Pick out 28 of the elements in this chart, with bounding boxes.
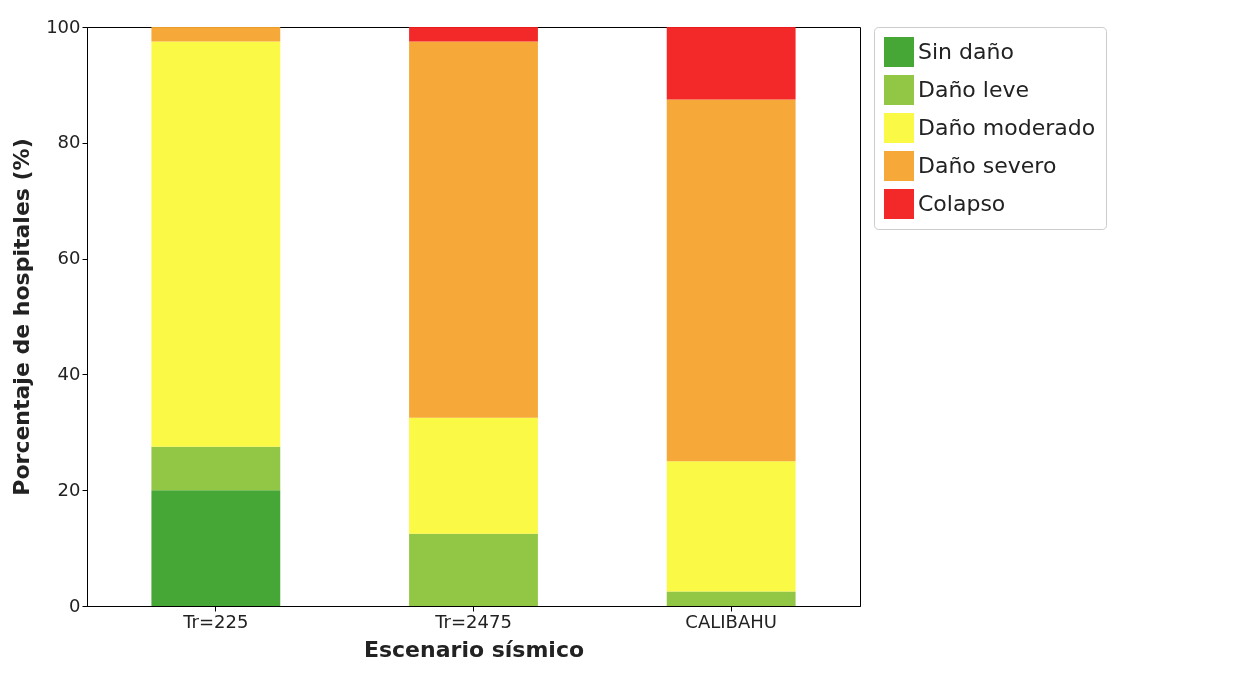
legend-label: Daño moderado [918,115,1096,140]
legend-label: Daño severo [918,153,1057,178]
x-tick-label: CALIBAHU [685,610,777,632]
bar [151,27,281,42]
x-tick-label: Tr=2475 [434,610,512,632]
legend-label: Daño leve [918,77,1030,102]
bar [666,27,796,100]
bar [666,99,796,462]
legend-label: Colapso [918,191,1006,216]
bar [151,41,281,447]
y-axis-title: Porcentaje de hospitales (%) [9,138,35,496]
bar [409,27,538,42]
y-tick-label: 20 [57,478,81,500]
bar [151,446,281,491]
bar [409,417,538,534]
y-tick-label: 40 [57,362,81,384]
bar [666,461,796,592]
y-tick-label: 80 [57,131,81,153]
y-tick-label: 100 [46,15,81,37]
x-axis-title: Escenario sísmico [363,636,585,662]
bar [409,41,538,418]
y-tick-label: 0 [69,594,81,616]
bar [666,591,796,606]
legend-label: Sin daño [918,39,1014,64]
x-tick-label: Tr=225 [182,610,249,632]
bar [151,490,281,606]
y-tick-label: 60 [57,247,81,269]
bar [409,533,538,606]
